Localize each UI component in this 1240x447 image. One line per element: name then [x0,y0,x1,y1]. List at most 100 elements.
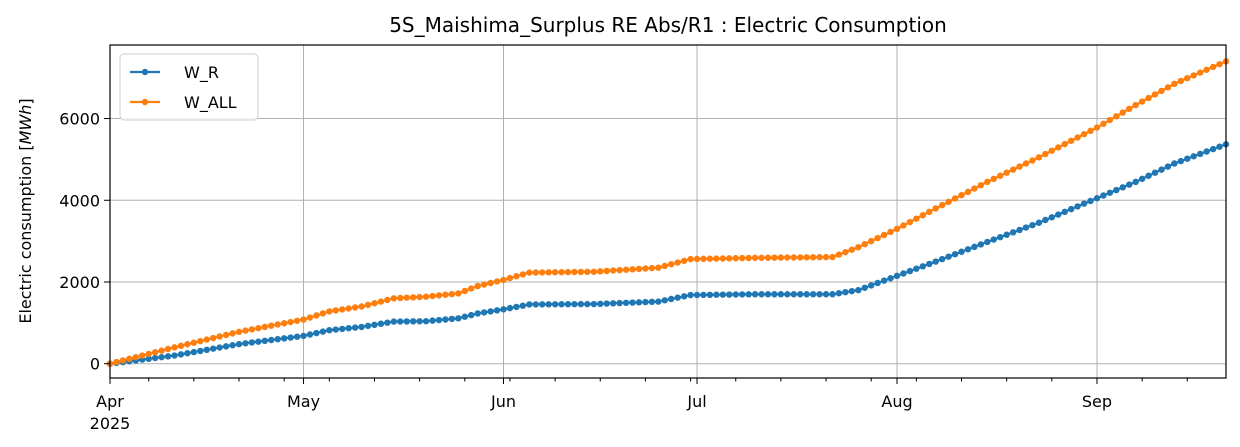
data-point-w-all [1138,98,1146,105]
data-point-w-all [519,271,527,278]
data-point-w-all [1042,150,1049,158]
data-point-w-all [938,201,946,209]
legend-label-w-all: W_ALL [184,93,237,113]
data-point-w-r [687,291,694,299]
data-point-w-r [416,318,423,325]
data-point-w-all [1164,84,1172,91]
data-point-w-all [668,261,675,268]
data-point-w-all [1003,169,1010,176]
data-point-w-r [222,343,230,350]
data-point-w-r [493,307,501,314]
data-point-w-r [1119,184,1126,191]
data-point-w-r [855,286,862,294]
data-point-w-r [151,354,159,362]
data-point-w-r [455,315,462,322]
data-point-w-all [1203,66,1210,73]
data-point-w-all [745,254,752,262]
data-point-w-all [616,266,623,274]
data-point-w-r [177,351,185,358]
data-point-w-all [926,208,933,216]
data-point-w-r [938,255,946,263]
data-point-w-all [1177,77,1185,85]
data-point-w-all [868,237,875,245]
data-point-w-all [1106,116,1114,124]
data-point-w-r [1209,145,1217,153]
data-point-w-r [822,291,830,298]
data-point-w-all [377,298,385,305]
data-point-w-r [500,306,507,313]
legend-marker-w-all [141,98,149,106]
data-point-w-r [958,248,965,255]
data-point-w-all [661,262,668,270]
data-point-w-all [551,269,559,276]
x-tick-label: May [287,392,320,411]
data-point-w-all [674,259,681,266]
data-point-w-all [351,304,359,311]
data-point-w-r [268,336,275,344]
data-point-w-r [506,304,514,312]
data-point-w-all [500,276,507,284]
data-point-w-r [719,291,727,298]
data-point-w-r [1190,153,1197,160]
data-point-w-all [409,294,417,301]
data-point-w-r [1035,219,1043,226]
data-point-w-r [661,297,668,304]
data-point-w-all [1209,63,1217,71]
data-point-w-all [242,327,249,334]
data-point-w-all [571,268,578,276]
data-point-w-all [822,253,830,261]
data-point-w-all [887,228,894,236]
data-point-w-r [706,291,714,299]
data-point-w-all [635,265,643,273]
data-point-w-all [1119,109,1126,116]
data-point-w-r [364,322,372,330]
data-point-w-r [1126,181,1133,188]
data-point-w-r [480,309,488,316]
data-point-w-all [487,279,494,287]
data-point-w-r [526,301,533,308]
data-point-w-r [1055,211,1062,218]
data-point-w-r [900,270,907,277]
data-point-w-r [880,277,888,284]
data-point-w-r [887,275,894,282]
data-point-w-r [1164,163,1172,170]
data-point-w-r [558,301,565,308]
data-point-w-r [145,355,152,362]
data-point-w-r [1074,203,1081,210]
data-point-w-r [700,291,707,299]
data-point-w-r [590,300,598,308]
data-point-w-all [442,291,449,298]
data-point-w-r [809,291,817,298]
data-point-w-all [435,292,443,299]
data-point-w-all [829,253,836,261]
data-point-w-r [906,267,914,275]
data-point-w-r [345,325,352,332]
x-tick-sublabel-year: 2025 [90,414,131,433]
data-point-w-all [1074,134,1081,141]
data-point-w-r [242,340,249,347]
data-point-w-r [1003,231,1010,238]
data-point-w-all [687,255,694,263]
data-point-w-all [339,306,346,313]
data-point-w-all [880,231,888,239]
data-point-w-all [1048,147,1056,154]
data-point-w-all [835,251,843,258]
data-point-w-all [306,314,314,321]
data-point-w-r [287,334,294,341]
data-point-w-r [648,298,656,306]
x-tick-label: Apr [96,392,124,411]
data-point-w-r [158,353,165,361]
data-point-w-all [261,323,269,331]
data-point-w-r [797,291,804,298]
data-point-w-all [455,290,462,297]
data-point-w-r [984,238,991,246]
data-point-w-r [1151,169,1159,176]
data-point-w-all [655,264,662,271]
data-point-w-all [861,240,868,248]
data-point-w-r [738,291,746,298]
data-point-w-all [803,254,810,261]
data-point-w-all [190,339,198,346]
data-point-w-r [693,291,701,299]
data-point-w-all [771,254,778,261]
data-point-w-r [1145,172,1152,179]
